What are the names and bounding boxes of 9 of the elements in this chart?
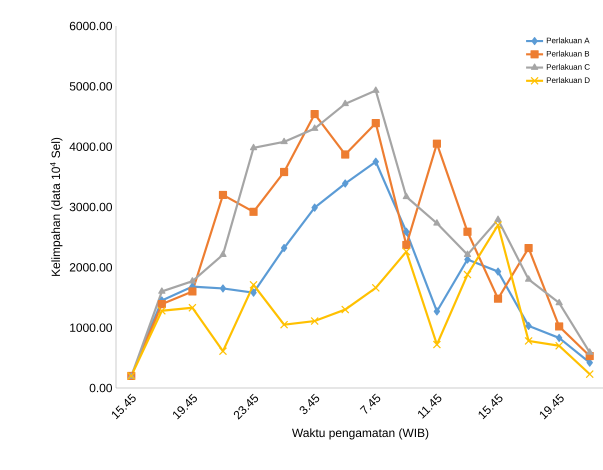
y-tick-label: 3000.00 — [70, 202, 112, 212]
y-tick-label: 1000.00 — [70, 323, 112, 332]
y-tick-label: 5000.00 — [70, 82, 112, 91]
y-tick-label: 2000.00 — [70, 263, 112, 272]
y-axis-title: Kelimpahan (data 10$^{4}$ Sel) — [50, 138, 62, 276]
y-tick-label: 0.00 — [90, 384, 112, 392]
x-axis-title: Waktu pengamatan (WIB) — [292, 428, 428, 440]
y-tick-label: 6000.00 — [70, 22, 112, 30]
y-tick-label: 4000.00 — [70, 142, 112, 151]
